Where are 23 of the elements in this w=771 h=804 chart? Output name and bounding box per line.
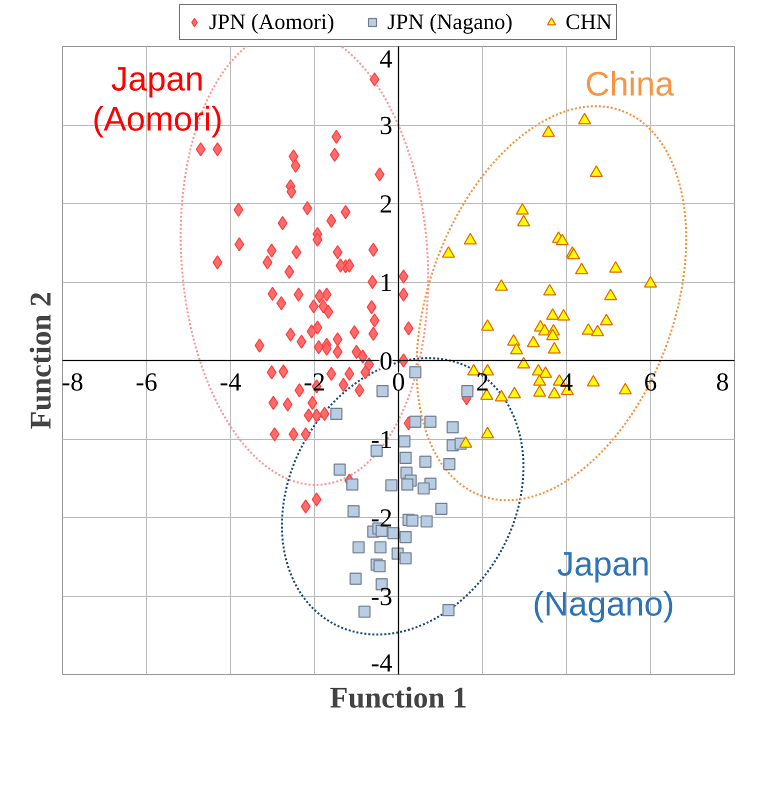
legend-label: JPN (Aomori) [209,9,334,35]
y-tick-label: 1 [380,268,392,297]
x-tick-label: -6 [136,368,158,396]
y-tick-label: -4 [370,648,393,678]
y-tick-label: 4 [380,44,392,74]
x-tick-label: -4 [220,368,242,396]
y-tick-label: 3 [380,111,392,140]
y-tick-label: -2 [370,504,393,532]
y-tick-label: -3 [370,582,393,611]
x-axis-title: Function 1 [330,682,468,714]
y-axis-title: Function 2 [24,292,58,430]
x-tick-label: 8 [716,368,729,396]
x-tick-label: 2 [476,368,489,396]
legend-label: CHN [566,9,612,35]
legend-label: JPN (Nagano) [387,9,513,35]
annotation: China [585,66,674,104]
annotation: Japan (Aomori) [92,60,223,138]
x-tick-label: -2 [304,368,326,396]
y-tick-label: 0 [380,346,392,376]
y-tick-label: -1 [370,425,393,454]
y-tick-label: 2 [380,190,392,218]
annotation: Japan (Nagano) [532,546,674,624]
x-tick-label: -8 [62,368,84,396]
